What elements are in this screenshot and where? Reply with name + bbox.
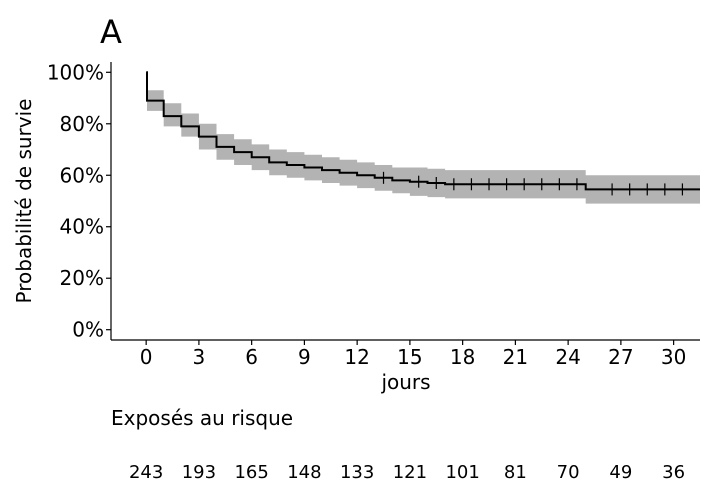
risk-table-title: Exposés au risque bbox=[111, 406, 293, 430]
x-tick-label: 9 bbox=[298, 345, 311, 369]
risk-count: 121 bbox=[393, 462, 427, 483]
risk-count: 133 bbox=[340, 462, 374, 483]
x-tick-label: 15 bbox=[397, 345, 422, 369]
y-tick-label: 100% bbox=[47, 60, 104, 84]
risk-count: 165 bbox=[234, 462, 268, 483]
axes-layer: 0 3 6 9 12 15 18 21 24 27 30 0% 20% 40% 60% 80% 100% bbox=[47, 60, 700, 369]
confidence-band bbox=[146, 72, 700, 204]
y-tick-label: 80% bbox=[60, 112, 104, 136]
panel-label: A bbox=[100, 13, 122, 51]
risk-count: 81 bbox=[504, 462, 527, 483]
x-tick-label: 24 bbox=[555, 345, 580, 369]
risk-table: 243 193 165 148 133 121 101 81 70 49 36 bbox=[129, 462, 685, 483]
risk-count: 49 bbox=[609, 462, 632, 483]
censor-marks-layer bbox=[382, 171, 684, 196]
y-tick-label: 20% bbox=[60, 266, 104, 290]
x-tick-label: 21 bbox=[503, 345, 528, 369]
y-axis-title: Probabilité de survie bbox=[12, 99, 36, 304]
risk-count: 193 bbox=[182, 462, 216, 483]
x-tick-label: 12 bbox=[344, 345, 369, 369]
risk-count: 243 bbox=[129, 462, 163, 483]
x-axis-title: jours bbox=[380, 370, 430, 394]
y-tick-label: 0% bbox=[72, 318, 104, 342]
risk-count: 36 bbox=[662, 462, 685, 483]
confidence-band-layer bbox=[146, 72, 700, 204]
risk-count: 101 bbox=[445, 462, 479, 483]
x-tick-label: 27 bbox=[608, 345, 633, 369]
x-tick-label: 18 bbox=[450, 345, 475, 369]
x-tick-label: 0 bbox=[140, 345, 153, 369]
x-tick-label: 30 bbox=[661, 345, 686, 369]
risk-count: 70 bbox=[557, 462, 580, 483]
y-tick-label: 40% bbox=[60, 215, 104, 239]
risk-count: 148 bbox=[287, 462, 321, 483]
y-tick-label: 60% bbox=[60, 163, 104, 187]
x-tick-label: 3 bbox=[193, 345, 206, 369]
x-tick-label: 6 bbox=[245, 345, 258, 369]
